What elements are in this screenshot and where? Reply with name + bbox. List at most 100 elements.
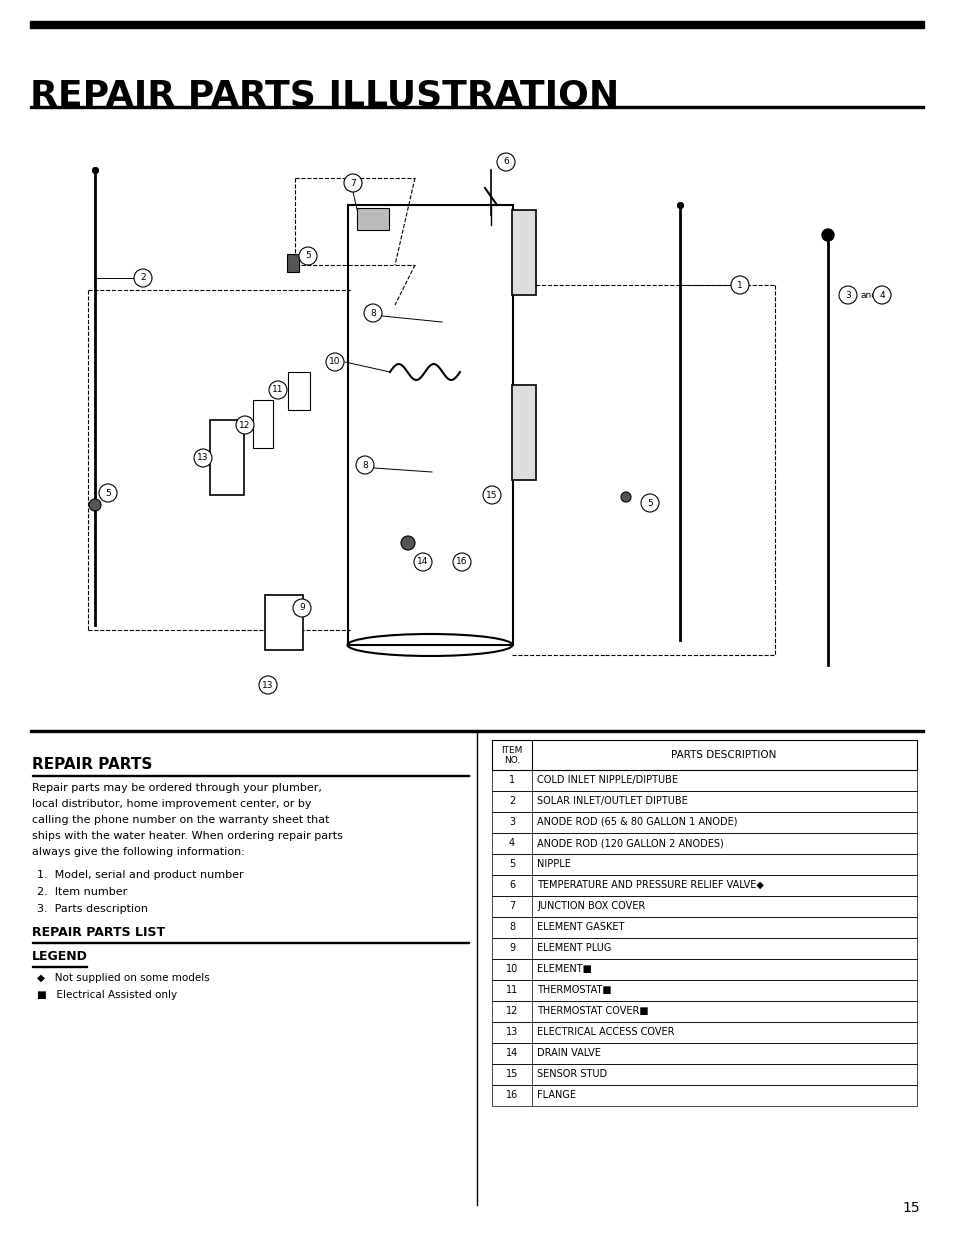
Text: 10: 10: [329, 357, 340, 367]
Text: LEGEND: LEGEND: [32, 950, 88, 963]
Text: ELEMENT GASKET: ELEMENT GASKET: [537, 923, 623, 932]
Circle shape: [89, 499, 101, 511]
Text: 9: 9: [299, 604, 305, 613]
Text: 8: 8: [362, 461, 368, 469]
Text: COLD INLET NIPPLE/DIPTUBE: COLD INLET NIPPLE/DIPTUBE: [537, 776, 678, 785]
Bar: [288, 372, 310, 410]
Text: 16: 16: [505, 1091, 517, 1100]
Text: 5: 5: [646, 499, 652, 508]
Text: 13: 13: [505, 1028, 517, 1037]
Bar: [492, 876, 916, 897]
Bar: [348, 205, 513, 645]
Text: 2: 2: [508, 797, 515, 806]
Text: 13: 13: [197, 453, 209, 462]
Text: 5: 5: [305, 252, 311, 261]
Text: 9: 9: [508, 944, 515, 953]
Bar: [492, 740, 916, 769]
Circle shape: [235, 416, 253, 433]
Bar: [492, 918, 916, 939]
Text: 7: 7: [508, 902, 515, 911]
Circle shape: [355, 456, 374, 474]
Circle shape: [258, 676, 276, 694]
Bar: [492, 811, 916, 832]
Text: DRAIN VALVE: DRAIN VALVE: [537, 1049, 600, 1058]
Text: 6: 6: [508, 881, 515, 890]
Bar: [287, 254, 298, 272]
Circle shape: [821, 228, 833, 241]
Text: REPAIR PARTS LIST: REPAIR PARTS LIST: [32, 926, 165, 939]
Circle shape: [269, 382, 287, 399]
Bar: [492, 1023, 916, 1044]
Text: 8: 8: [508, 923, 515, 932]
Bar: [492, 1044, 916, 1065]
Text: 4: 4: [879, 290, 883, 300]
Text: calling the phone number on the warranty sheet that: calling the phone number on the warranty…: [32, 815, 329, 825]
Text: REPAIR PARTS ILLUSTRATION: REPAIR PARTS ILLUSTRATION: [30, 78, 618, 112]
Text: 15: 15: [902, 1200, 919, 1215]
Text: 13: 13: [262, 680, 274, 689]
Bar: [492, 897, 916, 918]
Bar: [356, 207, 389, 230]
Circle shape: [482, 487, 500, 504]
Circle shape: [620, 492, 630, 501]
Text: 6: 6: [502, 158, 508, 167]
Text: ITEM
NO.: ITEM NO.: [500, 746, 522, 766]
Text: 14: 14: [416, 557, 428, 567]
Circle shape: [344, 174, 361, 191]
Text: 14: 14: [505, 1049, 517, 1058]
Text: 10: 10: [505, 965, 517, 974]
Text: TEMPERATURE AND PRESSURE RELIEF VALVE◆: TEMPERATURE AND PRESSURE RELIEF VALVE◆: [537, 881, 763, 890]
Bar: [492, 1002, 916, 1023]
Bar: [30, 730, 923, 732]
Text: 16: 16: [456, 557, 467, 567]
Text: SENSOR STUD: SENSOR STUD: [537, 1070, 606, 1079]
Bar: [492, 790, 916, 811]
Circle shape: [838, 287, 856, 304]
Bar: [492, 960, 916, 981]
Circle shape: [326, 353, 344, 370]
Text: ■   Electrical Assisted only: ■ Electrical Assisted only: [37, 990, 177, 1000]
Bar: [265, 595, 303, 650]
Bar: [253, 400, 273, 448]
Circle shape: [640, 494, 659, 513]
Bar: [30, 21, 923, 28]
Text: JUNCTION BOX COVER: JUNCTION BOX COVER: [537, 902, 644, 911]
Bar: [492, 981, 916, 1002]
Circle shape: [133, 269, 152, 287]
Text: ships with the water heater. When ordering repair parts: ships with the water heater. When orderi…: [32, 831, 342, 841]
Bar: [32, 774, 469, 776]
Circle shape: [298, 247, 316, 266]
Bar: [492, 1065, 916, 1086]
Text: 8: 8: [370, 309, 375, 317]
Bar: [30, 106, 923, 107]
Circle shape: [730, 275, 748, 294]
Text: 11: 11: [505, 986, 517, 995]
Text: NIPPLE: NIPPLE: [537, 860, 570, 869]
Text: 15: 15: [486, 490, 497, 499]
Text: and: and: [861, 290, 877, 300]
Text: 15: 15: [505, 1070, 517, 1079]
Text: 1.  Model, serial and product number: 1. Model, serial and product number: [37, 869, 243, 881]
Text: REPAIR PARTS: REPAIR PARTS: [32, 757, 152, 772]
Text: 3: 3: [844, 290, 850, 300]
Text: THERMOSTAT COVER■: THERMOSTAT COVER■: [537, 1007, 648, 1016]
Text: 2: 2: [140, 273, 146, 283]
Circle shape: [293, 599, 311, 618]
Text: 1: 1: [737, 280, 742, 289]
Circle shape: [497, 153, 515, 170]
Text: always give the following information:: always give the following information:: [32, 847, 245, 857]
Bar: [492, 939, 916, 960]
Bar: [492, 832, 916, 853]
Text: ELEMENT■: ELEMENT■: [537, 965, 591, 974]
Text: PARTS DESCRIPTION: PARTS DESCRIPTION: [671, 750, 776, 760]
Text: 11: 11: [272, 385, 283, 394]
Text: ANODE ROD (65 & 80 GALLON 1 ANODE): ANODE ROD (65 & 80 GALLON 1 ANODE): [537, 818, 737, 827]
Circle shape: [364, 304, 381, 322]
Text: 12: 12: [505, 1007, 517, 1016]
Text: Repair parts may be ordered through your plumber,: Repair parts may be ordered through your…: [32, 783, 321, 793]
Text: 3.  Parts description: 3. Parts description: [37, 904, 148, 914]
Bar: [512, 210, 536, 295]
Text: THERMOSTAT■: THERMOSTAT■: [537, 986, 611, 995]
Text: 5: 5: [508, 860, 515, 869]
Text: 4: 4: [508, 839, 515, 848]
